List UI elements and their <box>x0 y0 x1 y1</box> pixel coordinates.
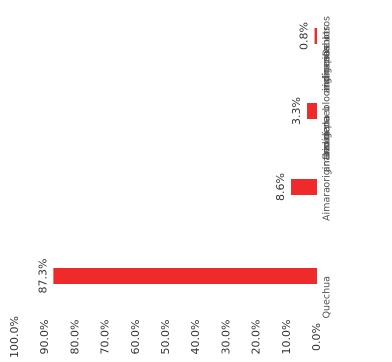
category-label-4-line-5: andinos <box>322 56 333 93</box>
category-label-4-line-1: De otros <box>322 16 333 56</box>
category-label-3-line-4: amazonía <box>322 126 333 172</box>
bar-1 <box>53 268 317 284</box>
category-label-4-line-4: originarios <box>322 46 333 96</box>
axis-tick-3: 80.0% <box>68 320 81 355</box>
axis-tick-1: 100.0% <box>8 316 21 358</box>
bar-2 <box>291 179 317 195</box>
category-label-3-line-1: De un pueblo <box>322 96 333 160</box>
category-label-1-line-1: Quechua <box>322 276 333 318</box>
category-label-3-line-3: originario de la <box>322 116 333 188</box>
axis-tick-6: 50.0% <box>159 320 172 355</box>
category-label-3-line-2: indígena u <box>322 106 333 156</box>
category-label-4-line-2: pueblos <box>322 26 333 63</box>
bar-4 <box>314 28 317 44</box>
axis-tick-10: 10.0% <box>280 320 293 355</box>
data-label-1: 87.3% <box>36 259 49 294</box>
axis-tick-7: 40.0% <box>189 320 202 355</box>
category-label-4-line-3: indígenas u <box>322 36 333 91</box>
axis-tick-5: 60.0% <box>129 320 142 355</box>
axis-tick-9: 20.0% <box>250 320 263 355</box>
data-label-2: 8.6% <box>274 173 287 201</box>
axis-tick-4: 70.0% <box>99 320 112 355</box>
axis-tick-2: 90.0% <box>38 320 51 355</box>
data-label-4: 0.8% <box>298 22 311 50</box>
data-label-3: 3.3% <box>290 97 303 125</box>
category-label-2-line-1: Aimara <box>322 187 333 221</box>
axis-tick-11: 0.0% <box>310 323 323 351</box>
axis-tick-8: 30.0% <box>219 320 232 355</box>
bar-3 <box>307 103 317 119</box>
